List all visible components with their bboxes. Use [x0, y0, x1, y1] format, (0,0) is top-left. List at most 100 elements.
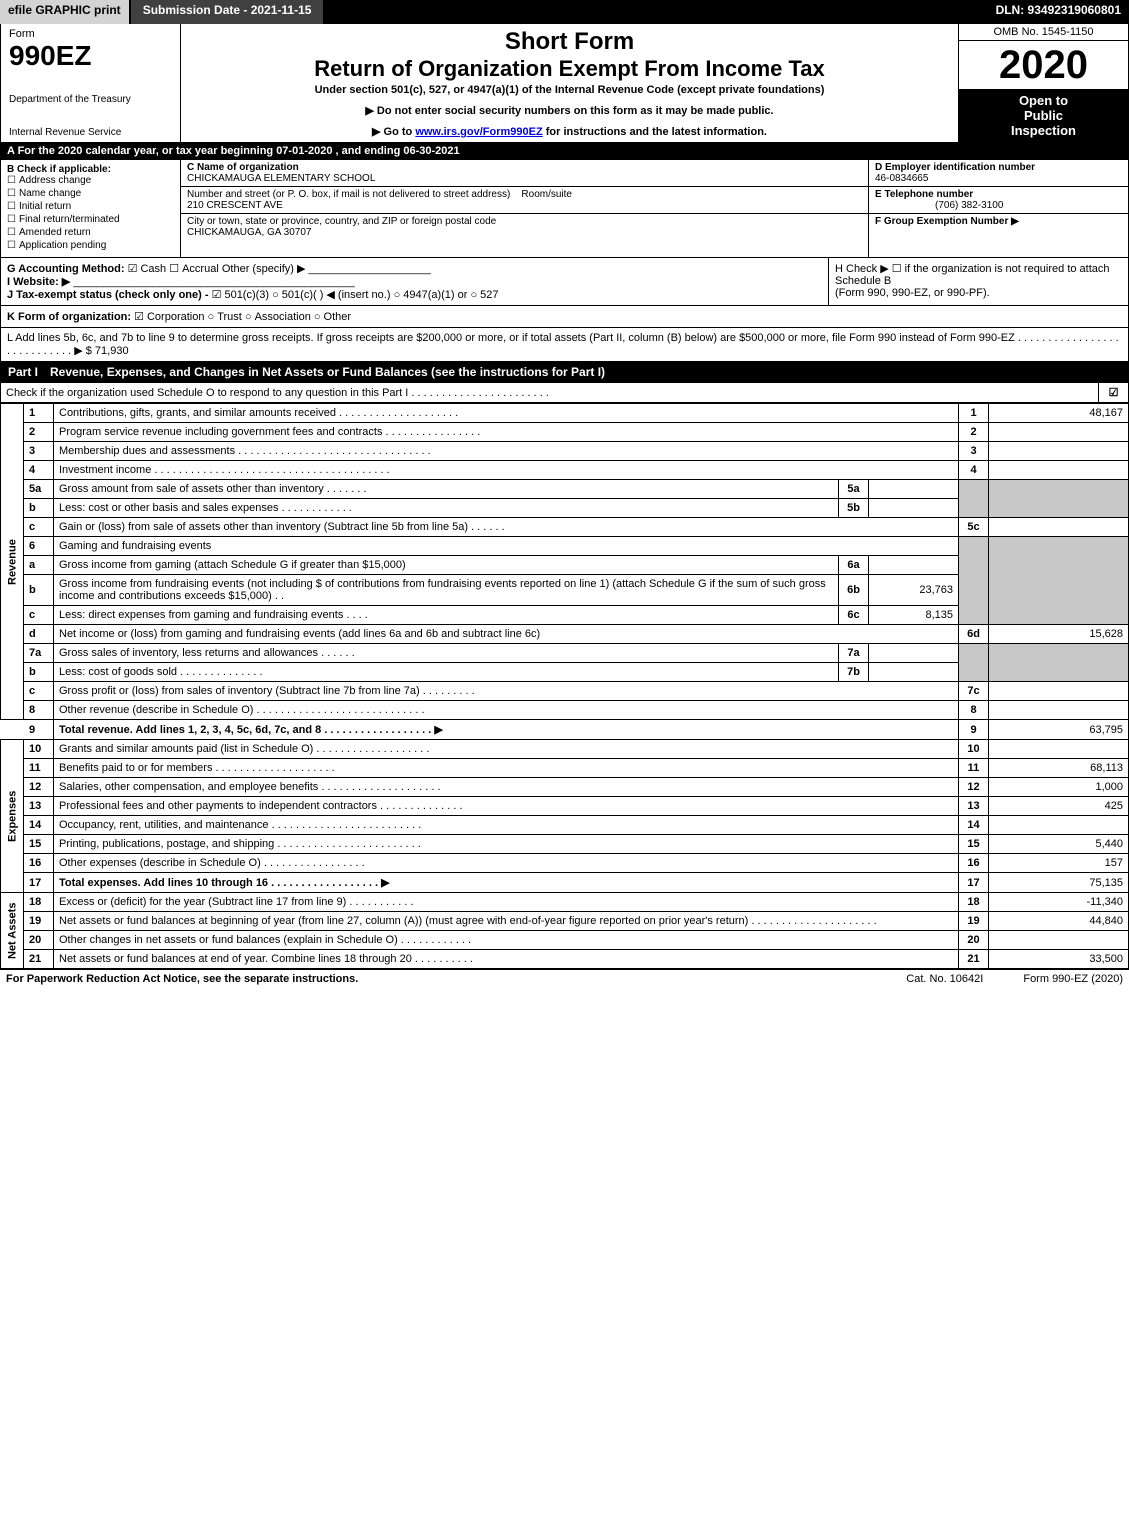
line-5c-ln: 5c — [959, 518, 989, 537]
form-header: Form 990EZ Department of the Treasury In… — [0, 24, 1129, 143]
line-8-desc: Other revenue (describe in Schedule O) .… — [54, 701, 959, 720]
line-7b-sub: 7b — [839, 663, 869, 682]
line-6d-val: 15,628 — [989, 625, 1129, 644]
subtitle: Under section 501(c), 527, or 4947(a)(1)… — [189, 84, 950, 96]
group-exemption-label: F Group Exemption Number ▶ — [875, 216, 1019, 227]
line-14-ln: 14 — [959, 816, 989, 835]
chk-other-org[interactable]: Other — [314, 311, 351, 323]
line-16-ln: 16 — [959, 854, 989, 873]
block-bcdef: B Check if applicable: Address change Na… — [0, 160, 1129, 258]
line-6c-desc: Less: direct expenses from gaming and fu… — [54, 606, 839, 625]
section-expenses: Expenses — [1, 740, 24, 893]
line-5a-num: 5a — [24, 480, 54, 499]
org-city-label: City or town, state or province, country… — [187, 216, 496, 227]
row-a-tax-year: A For the 2020 calendar year, or tax yea… — [0, 143, 1129, 160]
line-6-desc: Gaming and fundraising events — [54, 537, 959, 556]
ein-label: D Employer identification number — [875, 162, 1035, 173]
line-1-desc: Contributions, gifts, grants, and simila… — [54, 404, 959, 423]
line-17-num: 17 — [24, 873, 54, 893]
line-7a-sub: 7a — [839, 644, 869, 663]
chk-accrual[interactable]: Accrual — [169, 263, 219, 275]
line-17-val: 75,135 — [989, 873, 1129, 893]
chk-association[interactable]: Association — [245, 311, 311, 323]
line-6a-sub: 6a — [839, 556, 869, 575]
line-1-ln: 1 — [959, 404, 989, 423]
line-11-desc: Benefits paid to or for members . . . . … — [54, 759, 959, 778]
line-6c-num: c — [24, 606, 54, 625]
chk-corporation[interactable]: Corporation — [134, 311, 204, 323]
line-13-ln: 13 — [959, 797, 989, 816]
line-12-desc: Salaries, other compensation, and employ… — [54, 778, 959, 797]
chk-amended-return[interactable]: Amended return — [7, 227, 174, 238]
top-bar: efile GRAPHIC print Submission Date - 20… — [0, 0, 1129, 24]
line-18-desc: Excess or (deficit) for the year (Subtra… — [54, 893, 959, 912]
chk-address-change[interactable]: Address change — [7, 175, 174, 186]
line-15-ln: 15 — [959, 835, 989, 854]
line-6c-sub: 6c — [839, 606, 869, 625]
line-9-val: 63,795 — [989, 720, 1129, 740]
submission-date: Submission Date - 2021-11-15 — [131, 0, 326, 24]
block-b: B Check if applicable: Address change Na… — [1, 160, 181, 257]
line-7b-desc: Less: cost of goods sold . . . . . . . .… — [54, 663, 839, 682]
chk-4947[interactable]: 4947(a)(1) or — [394, 289, 468, 301]
room-label: Room/suite — [521, 189, 572, 200]
line-21-val: 33,500 — [989, 950, 1129, 969]
line-4-val — [989, 461, 1129, 480]
block-e: E Telephone number (706) 382-3100 — [869, 187, 1128, 214]
instr-no-ssn: ▶ Do not enter social security numbers o… — [189, 104, 950, 117]
chk-527[interactable]: 527 — [471, 289, 499, 301]
line-7c-ln: 7c — [959, 682, 989, 701]
chk-application-pending[interactable]: Application pending — [7, 240, 174, 251]
form-org-label: K Form of organization: — [7, 311, 131, 323]
line-18-val: -11,340 — [989, 893, 1129, 912]
form-number: 990EZ — [9, 40, 172, 72]
line-7c-desc: Gross profit or (loss) from sales of inv… — [54, 682, 959, 701]
part1-header: Part I Revenue, Expenses, and Changes in… — [0, 362, 1129, 382]
line-9-ln: 9 — [959, 720, 989, 740]
chk-final-return[interactable]: Final return/terminated — [7, 214, 174, 225]
line-8-num: 8 — [24, 701, 54, 720]
row-k: K Form of organization: Corporation Trus… — [0, 306, 1129, 328]
line-7c-val — [989, 682, 1129, 701]
line-19-ln: 19 — [959, 912, 989, 931]
chk-501c[interactable]: 501(c)( ) ◀ (insert no.) — [272, 289, 390, 301]
chk-initial-return[interactable]: Initial return — [7, 201, 174, 212]
line-6d-desc: Net income or (loss) from gaming and fun… — [54, 625, 959, 644]
chk-501c3[interactable]: 501(c)(3) — [212, 289, 270, 301]
line-6b-desc: Gross income from fundraising events (no… — [54, 575, 839, 606]
block-c: C Name of organization CHICKAMAUGA ELEME… — [181, 160, 868, 257]
line-6b-subval: 23,763 — [869, 575, 959, 606]
accounting-other: Other (specify) ▶ — [222, 263, 306, 275]
line-8-ln: 8 — [959, 701, 989, 720]
dept-irs: Internal Revenue Service — [9, 127, 172, 138]
line-18-ln: 18 — [959, 893, 989, 912]
org-addr-cell: Number and street (or P. O. box, if mail… — [181, 187, 868, 214]
line-6-num: 6 — [24, 537, 54, 556]
line-6d-ln: 6d — [959, 625, 989, 644]
website-label: I Website: ▶ — [7, 276, 70, 288]
part1-check-box[interactable]: ☑ — [1099, 383, 1129, 403]
block-f: F Group Exemption Number ▶ — [869, 214, 1128, 229]
line-10-val — [989, 740, 1129, 759]
line-20-num: 20 — [24, 931, 54, 950]
line-19-num: 19 — [24, 912, 54, 931]
line-12-ln: 12 — [959, 778, 989, 797]
line-12-num: 12 — [24, 778, 54, 797]
line-19-val: 44,840 — [989, 912, 1129, 931]
dln-number: DLN: 93492319060801 — [988, 0, 1129, 24]
irs-link[interactable]: www.irs.gov/Form990EZ — [415, 126, 542, 138]
line-7b-num: b — [24, 663, 54, 682]
line-12-val: 1,000 — [989, 778, 1129, 797]
chk-trust[interactable]: Trust — [208, 311, 242, 323]
line-6a-subval — [869, 556, 959, 575]
part1-num: Part I — [8, 365, 50, 379]
shade-7-val — [989, 644, 1129, 682]
chk-name-change[interactable]: Name change — [7, 188, 174, 199]
line-5b-num: b — [24, 499, 54, 518]
shade-5-val — [989, 480, 1129, 518]
part1-title: Revenue, Expenses, and Changes in Net As… — [50, 365, 1121, 379]
line-2-ln: 2 — [959, 423, 989, 442]
line-5a-sub: 5a — [839, 480, 869, 499]
chk-cash[interactable]: Cash — [128, 263, 167, 275]
org-name-label: C Name of organization — [187, 162, 299, 173]
